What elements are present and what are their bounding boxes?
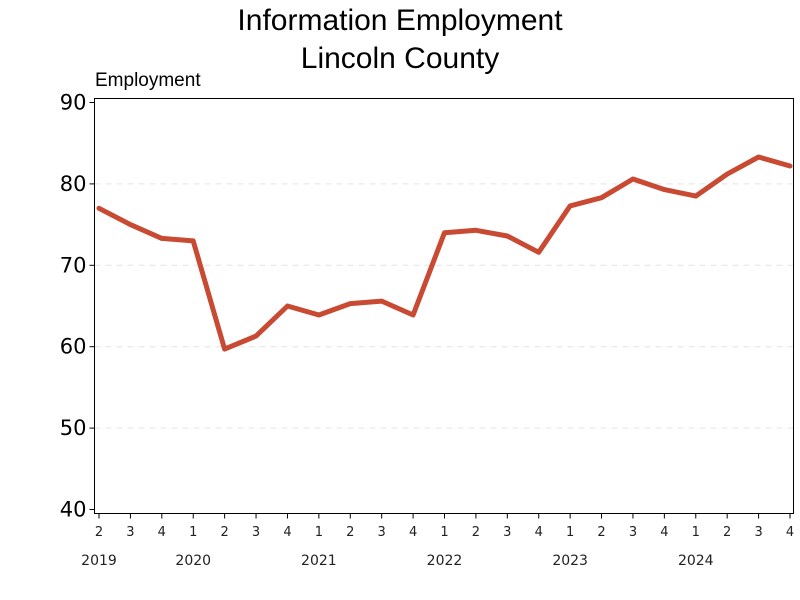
x-tick-label: 2 [597, 525, 605, 540]
x-tick-label: 1 [566, 525, 574, 540]
x-year-label: 2024 [678, 553, 714, 569]
x-tick-label: 4 [283, 525, 291, 540]
data-point [536, 250, 541, 255]
data-point [599, 195, 604, 200]
x-tick-label: 2 [95, 525, 103, 540]
y-axis-label: Employment [95, 70, 201, 91]
x-tick-label: 4 [535, 525, 543, 540]
series-line [96, 154, 793, 352]
x-tick-label: 3 [503, 525, 511, 540]
x-tick-label: 3 [754, 525, 762, 540]
data-point [411, 312, 416, 317]
x-tick-label: 1 [189, 525, 197, 540]
data-point [128, 222, 133, 227]
x-tick-label: 2 [220, 525, 228, 540]
y-tick-label: 90 [60, 91, 87, 115]
data-point [285, 304, 290, 308]
x-year-label: 2019 [81, 553, 117, 569]
x-tick-label: 2 [346, 525, 354, 540]
x-tick-label: 1 [692, 525, 700, 540]
data-point [316, 312, 321, 317]
data-point [97, 206, 101, 211]
data-point [505, 233, 510, 238]
x-tick-label: 4 [158, 525, 166, 540]
y-axis-ticks: 40 50 60 70 80 90 [60, 91, 95, 522]
x-tick-label: 2 [472, 525, 480, 540]
data-point [348, 301, 353, 306]
x-axis-ticks: 2 3 4 1 2 3 4 1 2 3 4 1 2 3 4 1 2 3 4 1 2 3 4 [95, 513, 794, 540]
data-point [756, 155, 761, 160]
x-axis-year-labels: 2019 2020 2021 2022 2023 2024 [81, 553, 713, 569]
data-point [568, 203, 573, 208]
data-point [254, 334, 259, 339]
x-year-label: 2023 [552, 553, 588, 569]
x-year-label: 2021 [301, 553, 337, 569]
gridlines [94, 183, 794, 429]
data-point [725, 172, 730, 177]
x-tick-label: 3 [629, 525, 637, 540]
data-point [630, 177, 635, 182]
data-point [788, 163, 792, 168]
y-tick-label: 40 [60, 498, 87, 522]
data-point [222, 347, 227, 352]
x-tick-label: 3 [126, 525, 134, 540]
plot-frame [94, 98, 794, 514]
y-tick-label: 70 [60, 253, 87, 277]
x-tick-label: 1 [315, 525, 323, 540]
x-tick-label: 1 [440, 525, 448, 540]
data-point [693, 194, 698, 199]
x-tick-label: 4 [786, 525, 794, 540]
chart-title-line-2: Lincoln County [301, 42, 499, 75]
data-point [473, 228, 478, 233]
y-tick-label: 60 [60, 335, 87, 359]
x-year-label: 2020 [175, 553, 211, 569]
data-point [159, 236, 164, 241]
x-tick-label: 3 [378, 525, 386, 540]
x-tick-label: 3 [252, 525, 260, 540]
y-tick-label: 50 [60, 416, 87, 440]
x-year-label: 2022 [427, 553, 463, 569]
x-tick-label: 4 [409, 525, 417, 540]
chart-title-line-1: Information Employment [237, 4, 563, 37]
x-tick-label: 2 [723, 525, 731, 540]
y-tick-label: 80 [60, 172, 87, 196]
data-point [191, 238, 196, 243]
series-group [96, 154, 793, 352]
data-point [662, 187, 667, 192]
x-tick-label: 4 [660, 525, 668, 540]
data-point [442, 230, 447, 235]
data-point [379, 299, 384, 304]
